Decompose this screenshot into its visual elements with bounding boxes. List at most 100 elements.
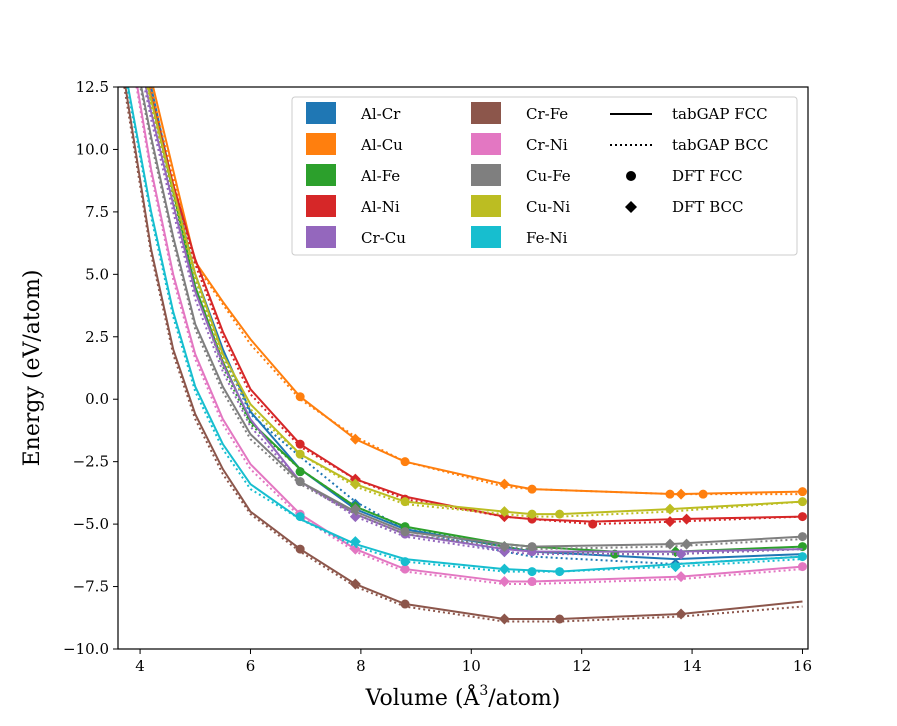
legend-label: Al-Fe <box>360 167 400 185</box>
series-cr-fe <box>123 87 803 625</box>
legend-label: Cr-Cu <box>361 229 406 247</box>
legend-swatch <box>471 226 501 248</box>
legend-swatch <box>471 164 501 186</box>
x-tick-label: 4 <box>135 657 145 675</box>
dft-fcc-point <box>295 477 305 487</box>
y-axis-label: Energy (eV/atom) <box>20 270 45 467</box>
dft-fcc-point <box>588 519 598 529</box>
legend-label: Cu-Ni <box>526 198 570 216</box>
legend-entry-dft-fcc: DFT FCC <box>626 167 743 185</box>
legend-swatch <box>471 133 501 155</box>
legend-label: tabGAP FCC <box>672 105 768 123</box>
dft-bcc-point <box>675 488 687 500</box>
dft-bcc-point <box>349 433 361 445</box>
y-tick-label: 0.0 <box>85 390 109 408</box>
legend-entry-cu-ni: Cu-Ni <box>471 195 570 217</box>
legend-swatch <box>471 195 501 217</box>
legend-entry-cr-ni: Cr-Ni <box>471 133 568 155</box>
dft-fcc-point <box>295 467 305 477</box>
dft-bcc-point <box>681 538 693 550</box>
dft-bcc-point <box>675 608 687 620</box>
x-tick-label: 12 <box>572 657 591 675</box>
legend-label: Cr-Fe <box>526 105 568 123</box>
dft-bcc-point <box>498 506 510 518</box>
series-cu-fe <box>139 87 807 553</box>
y-tick-label: −7.5 <box>73 578 109 596</box>
dft-bcc-point <box>349 511 361 523</box>
x-tick-label: 16 <box>793 657 812 675</box>
dft-fcc-point <box>797 552 807 562</box>
legend-label: Al-Ni <box>360 198 400 216</box>
y-tick-label: −2.5 <box>73 453 109 471</box>
dft-fcc-point <box>797 532 807 542</box>
x-tick-label: 8 <box>356 657 366 675</box>
legend-entry-cr-cu: Cr-Cu <box>306 226 406 248</box>
y-tick-label: 5.0 <box>85 265 109 283</box>
dft-bcc-point <box>664 538 676 550</box>
dft-fcc-point <box>400 497 410 507</box>
dft-fcc-point <box>527 484 537 494</box>
legend-entry-cr-fe: Cr-Fe <box>471 102 568 124</box>
dft-fcc-point <box>295 544 305 554</box>
plot-frame <box>117 86 809 650</box>
legend-box <box>291 96 798 256</box>
dft-bcc-point <box>498 563 510 575</box>
dft-bcc-point <box>664 516 676 528</box>
dft-bcc-point <box>349 478 361 490</box>
legend-label: Cu-Fe <box>526 167 571 185</box>
legend-label: DFT BCC <box>672 198 743 216</box>
dft-fcc-point <box>555 614 565 624</box>
legend-entry-al-ni: Al-Ni <box>306 195 400 217</box>
dft-bcc-point <box>349 503 361 515</box>
legend-label: Al-Cr <box>360 105 401 123</box>
legend-swatch <box>471 102 501 124</box>
axes-ticks: 4 6 8 10 12 14 16 −10.0 −7.5 −5.0 −2.5 0.0 2.5 5.0 7.5… <box>63 78 812 675</box>
legend-entry-cu-fe: Cu-Fe <box>471 164 571 186</box>
series-fe-ni <box>126 87 807 577</box>
dft-bcc-point <box>670 561 682 573</box>
y-tick-label: −5.0 <box>73 515 109 533</box>
dft-fcc-point <box>295 449 305 459</box>
x-tick-label: 10 <box>462 657 481 675</box>
legend-entry-al-cu: Al-Cu <box>306 133 403 155</box>
legend-entry-dft-bcc: DFT BCC <box>625 198 743 216</box>
dft-fcc-point <box>527 567 537 577</box>
x-axis-label: Volume (Å3/atom) <box>365 683 561 711</box>
dft-fcc-point <box>400 527 410 537</box>
legend-label: Cr-Ni <box>526 136 568 154</box>
legend-entry-tabgap-fcc: tabGAP FCC <box>610 105 768 123</box>
x-tick-label: 6 <box>246 657 256 675</box>
legend-diamond-marker <box>625 201 637 213</box>
dft-fcc-point <box>295 512 305 522</box>
tabgap-fcc-line <box>147 87 803 523</box>
y-tick-label: 12.5 <box>76 78 109 96</box>
x-axis-label-unit: /atom) <box>488 686 560 711</box>
dft-bcc-point <box>675 548 687 560</box>
dft-fcc-point <box>400 457 410 467</box>
dft-fcc-point <box>527 509 537 519</box>
dft-fcc-point <box>295 392 305 402</box>
series-layer <box>123 87 807 625</box>
dft-bcc-point <box>349 536 361 548</box>
dft-fcc-point <box>797 497 807 507</box>
tabgap-bcc-line <box>123 87 803 623</box>
legend-swatch <box>306 102 336 124</box>
legend-label: Al-Cu <box>360 136 403 154</box>
dft-fcc-point <box>527 542 537 552</box>
dft-fcc-point <box>797 487 807 497</box>
legend-entry-fe-ni: Fe-Ni <box>471 226 568 248</box>
y-tick-label: 10.0 <box>76 140 109 158</box>
dft-bcc-point <box>675 571 687 583</box>
tabgap-bcc-line <box>149 87 803 566</box>
dft-fcc-point <box>400 599 410 609</box>
dft-bcc-point <box>681 513 693 525</box>
legend-swatch <box>306 164 336 186</box>
x-tick-label: 14 <box>683 657 702 675</box>
tabgap-fcc-line <box>147 87 803 516</box>
legend: Al-Cr Al-Cu Al-Fe Al-Ni Cr-Cu Cr-Fe Cr-Ni Cu-Fe… <box>291 96 798 256</box>
dft-fcc-point <box>527 577 537 587</box>
legend-circle-marker <box>626 171 636 181</box>
legend-label: DFT FCC <box>672 167 743 185</box>
dft-bcc-point <box>664 503 676 515</box>
